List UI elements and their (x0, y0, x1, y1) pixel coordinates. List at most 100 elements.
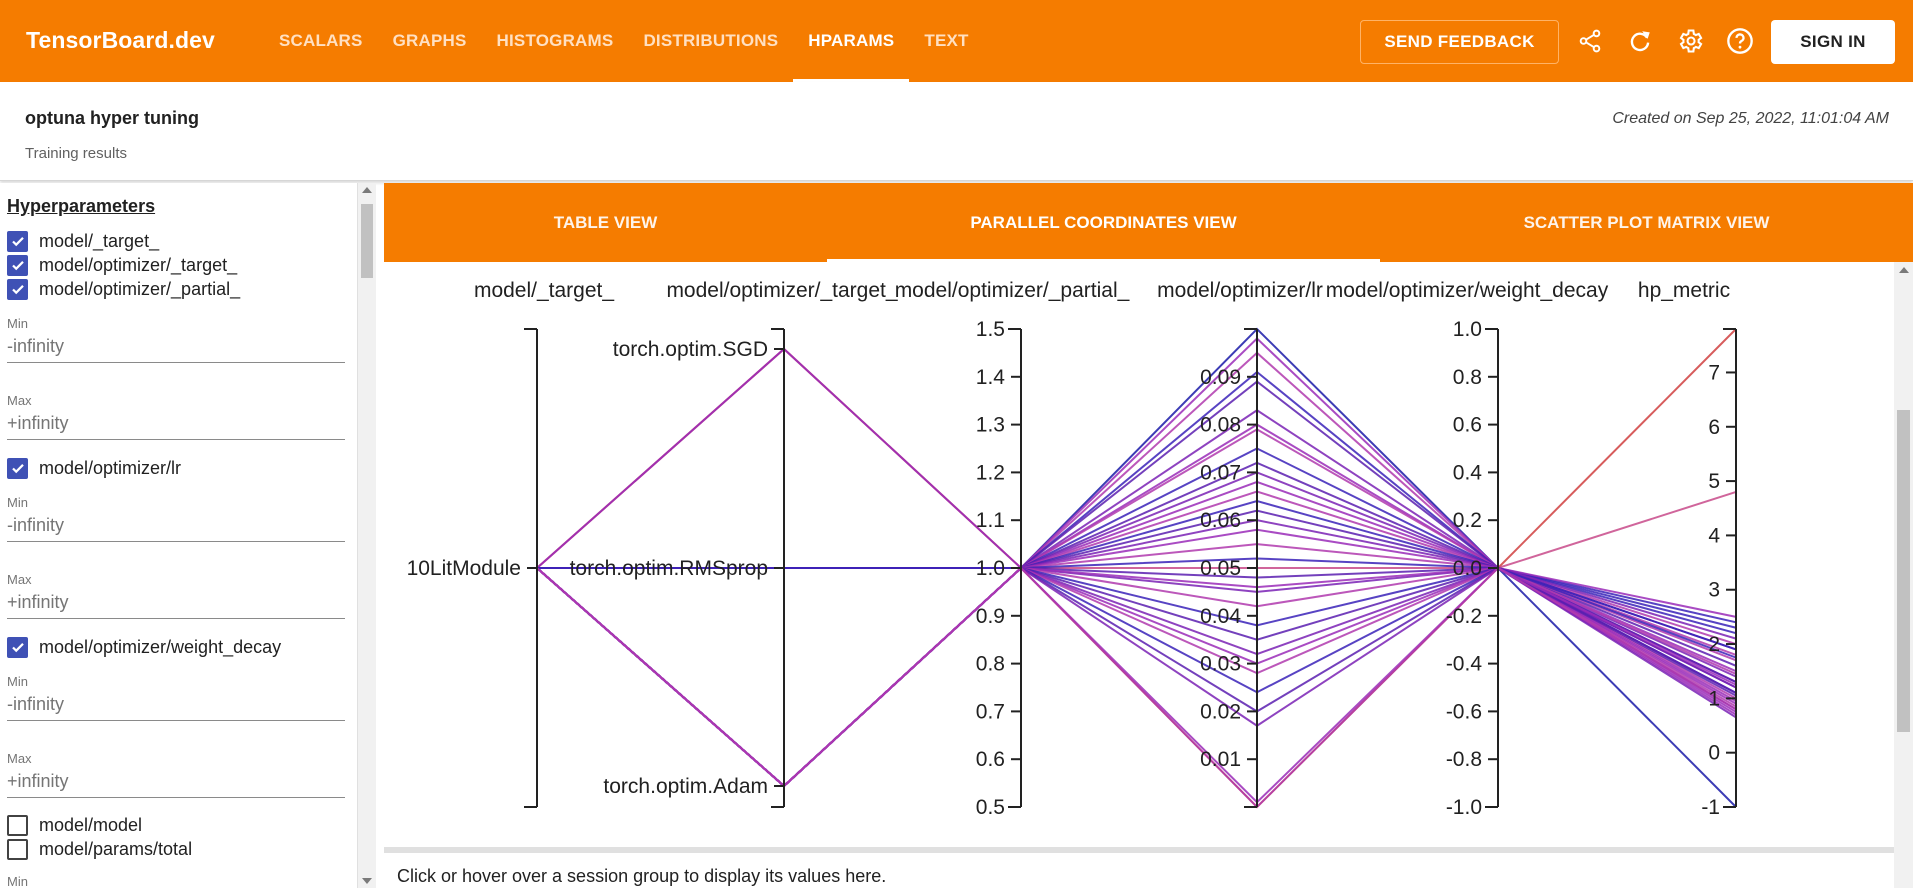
hparam-label: model/optimizer/_target_ (39, 254, 238, 275)
hparam-checkbox-weight-decay[interactable]: model/optimizer/weight_decay (7, 636, 281, 658)
experiment-title: optuna hyper tuning (25, 108, 199, 128)
axis-tick-label: 1.3 (976, 414, 1005, 437)
experiment-created-date: Created on Sep 25, 2022, 11:01:04 AM (1612, 110, 1889, 127)
session-line[interactable] (536, 566, 1737, 788)
axis-tick-label: 0.09 (1200, 366, 1241, 389)
axis-tick-label: 5 (1708, 470, 1720, 493)
scroll-down-arrow-icon[interactable] (362, 878, 372, 884)
experiment-description: Training results (25, 145, 127, 162)
hparam-checkbox-optimizer-target[interactable]: model/optimizer/_target_ (7, 254, 237, 276)
tab-parallel-coordinates-view[interactable]: PARALLEL COORDINATES VIEW (827, 183, 1380, 262)
checkbox-unchecked-icon[interactable] (7, 838, 28, 860)
axis-tick-label: torch.optim.Adam (603, 775, 768, 798)
plugin-tabs: SCALARS GRAPHS HISTOGRAMS DISTRIBUTIONS … (264, 0, 984, 82)
axis-title-hp-metric[interactable]: hp_metric (1638, 279, 1730, 302)
min-input[interactable]: -infinity (7, 336, 345, 363)
checkbox-checked-icon[interactable] (7, 278, 28, 300)
parallel-coordinates-plot[interactable]: 10LitModule torch.optim.SGD torch.optim.RM… (384, 262, 1894, 847)
sign-in-button[interactable]: SIGN IN (1771, 20, 1895, 64)
tab-table-view[interactable]: TABLE VIEW (553, 212, 658, 232)
max-input[interactable]: +infinity (7, 771, 345, 798)
axis-title-model-target[interactable]: model/_target_ (474, 279, 614, 302)
axis-tick-label: 6 (1708, 416, 1720, 439)
axis-title-optimizer-target[interactable]: model/optimizer/_target_ (666, 279, 897, 302)
hparam-label: model/model (39, 814, 143, 835)
max-label: Max (7, 393, 32, 408)
scrollbar-thumb[interactable] (361, 204, 373, 278)
scroll-up-arrow-icon[interactable] (362, 187, 372, 193)
send-feedback-button[interactable]: SEND FEEDBACK (1360, 20, 1559, 64)
axis-tick-label: 0.08 (1200, 414, 1241, 437)
session-line[interactable] (536, 509, 1737, 788)
hparam-checkbox-optimizer-partial[interactable]: model/optimizer/_partial_ (7, 278, 240, 300)
brand-logo[interactable]: TensorBoard.dev (26, 27, 215, 53)
axis-title-optimizer-partial[interactable]: model/optimizer/_partial_ (895, 279, 1130, 302)
experiment-header: optuna hyper tuning Training results Cre… (0, 82, 1913, 181)
axis-tick-label: 1.1 (976, 509, 1005, 532)
tab-hparams[interactable]: HPARAMS (793, 0, 910, 82)
max-label: Max (7, 751, 32, 766)
tab-distributions[interactable]: DISTRIBUTIONS (643, 31, 779, 50)
scrollbar-thumb[interactable] (1897, 410, 1910, 732)
checkbox-checked-icon[interactable] (7, 230, 28, 252)
settings-icon[interactable] (1675, 26, 1705, 56)
axis-tick-label: 0.5 (976, 796, 1005, 819)
session-line[interactable] (536, 480, 1737, 788)
axis-tick-label: -1.0 (1446, 796, 1482, 819)
tab-histograms[interactable]: HISTOGRAMS (496, 31, 614, 50)
hparam-checkbox-model-target[interactable]: model/_target_ (7, 230, 159, 252)
hparam-label: model/params/total (39, 838, 193, 859)
min-field-lr[interactable]: Min -infinity (7, 495, 345, 542)
hparam-checkbox-optimizer-lr[interactable]: model/optimizer/lr (7, 457, 181, 479)
min-input[interactable]: -infinity (7, 694, 345, 721)
max-input[interactable]: +infinity (7, 413, 345, 440)
session-line[interactable] (537, 566, 1737, 694)
tab-text[interactable]: TEXT (924, 31, 969, 50)
min-field-partial[interactable]: Min -infinity (7, 316, 345, 363)
axis-tick-label: -0.2 (1446, 605, 1482, 628)
checkbox-checked-icon[interactable] (7, 457, 28, 479)
min-field-params-total[interactable]: Min (7, 874, 345, 888)
share-icon[interactable] (1575, 26, 1605, 56)
hparam-checkbox-params-total[interactable]: model/params/total (7, 838, 192, 860)
parallel-coordinates-svg[interactable]: 10LitModule torch.optim.SGD torch.optim.RM… (384, 262, 1894, 847)
scroll-up-arrow-icon[interactable] (1899, 267, 1909, 273)
tab-scalars[interactable]: SCALARS (279, 31, 363, 50)
axis-tick-label: 0.03 (1200, 653, 1241, 676)
axis-tick-label: 1 (1708, 687, 1720, 710)
hparam-label: model/optimizer/_partial_ (39, 278, 241, 299)
refresh-icon[interactable] (1625, 26, 1655, 56)
checkbox-checked-icon[interactable] (7, 636, 28, 658)
tab-graphs[interactable]: GRAPHS (392, 31, 467, 50)
hparam-label: model/optimizer/weight_decay (39, 636, 282, 657)
session-line[interactable] (536, 566, 1737, 809)
max-field-lr[interactable]: Max +infinity (7, 572, 345, 619)
axis-tick-label: 1.0 (976, 557, 1005, 580)
axis-tick-label: -1 (1701, 796, 1720, 819)
axis-tick-label: 1.4 (976, 366, 1006, 389)
axis-tick-label: 1.2 (976, 461, 1005, 484)
session-lines[interactable] (536, 327, 1737, 809)
checkbox-checked-icon[interactable] (7, 254, 28, 276)
max-input[interactable]: +infinity (7, 592, 345, 619)
main-scrollbar[interactable] (1894, 262, 1913, 888)
axis-tick-label: 0.8 (1453, 366, 1482, 389)
min-field-weight-decay[interactable]: Min -infinity (7, 674, 345, 721)
hparams-sidebar: Hyperparameters model/_target_ model/opt… (0, 183, 358, 888)
max-field-partial[interactable]: Max +infinity (7, 393, 345, 440)
sidebar-scrollbar[interactable] (358, 183, 376, 888)
hparam-label: model/optimizer/lr (39, 457, 182, 478)
session-line[interactable] (536, 347, 1737, 618)
hparam-checkbox-model-model[interactable]: model/model (7, 814, 142, 836)
axis-title-weight-decay[interactable]: model/optimizer/weight_decay (1326, 279, 1609, 302)
axis-tick-label: 0.07 (1200, 461, 1241, 484)
help-icon[interactable] (1725, 26, 1755, 56)
min-input[interactable]: -infinity (7, 515, 345, 542)
axis-tick-label: torch.optim.SGD (613, 338, 768, 361)
checkbox-unchecked-icon[interactable] (7, 814, 28, 836)
tab-scatter-plot-matrix-view[interactable]: SCATTER PLOT MATRIX VIEW (1523, 212, 1770, 232)
axis-title-optimizer-lr[interactable]: model/optimizer/lr (1157, 279, 1323, 302)
axis-tick-label: 7 (1708, 361, 1720, 384)
axes: 10LitModule torch.optim.SGD torch.optim.RM… (407, 318, 1737, 819)
max-field-weight-decay[interactable]: Max +infinity (7, 751, 345, 798)
